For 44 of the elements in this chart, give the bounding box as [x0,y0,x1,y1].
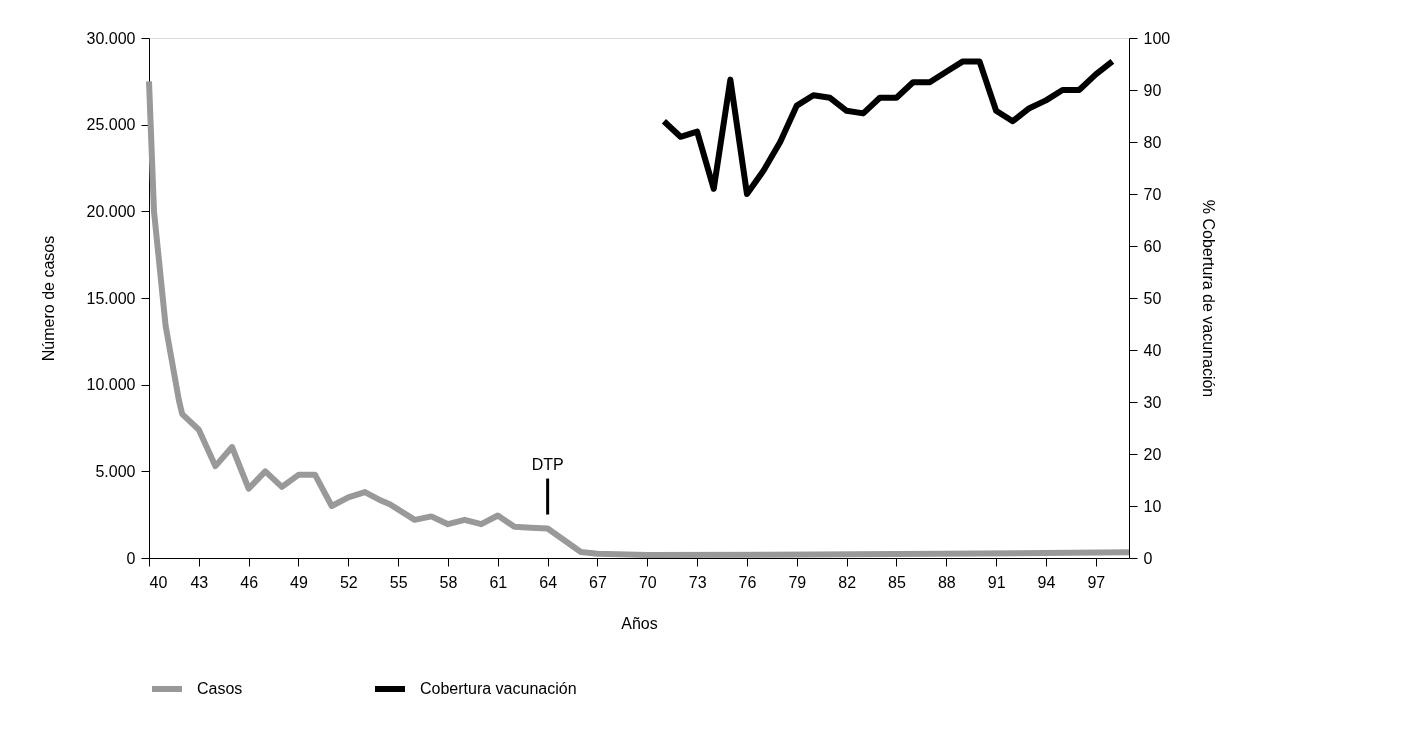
x-tick-label: 91 [987,573,1006,591]
y-tick-label: 10.000 [86,376,136,394]
y2-tick-label: 40 [1143,341,1162,359]
x-tick-label: 40 [149,573,168,591]
x-tick-label: 67 [589,573,607,591]
x-tick-label: 82 [838,573,857,591]
x-tick-label: 58 [439,573,458,591]
x-tick-label: 43 [190,573,209,591]
x-tick-label: 52 [339,573,358,591]
y2-tick-label: 60 [1143,237,1162,255]
y2-tick-label: 90 [1143,81,1162,99]
y-tick-label: 5.000 [95,462,136,480]
y2-tick-label: 80 [1143,133,1162,151]
y-tick-label: 20.000 [86,202,136,220]
y-tick-label: 25.000 [86,116,136,134]
x-tick-label: 70 [638,573,657,591]
annotation: DTP [531,455,564,473]
x-tick-label: 64 [539,573,558,591]
x-axis-title: Años [621,614,658,632]
y2-tick-label: 100 [1143,29,1171,47]
x-tick-label: 85 [888,573,906,591]
y-tick-label: 0 [126,549,136,567]
x-tick-label: 79 [788,573,807,591]
x-tick-label: 73 [688,573,707,591]
y-axis-title: Número de casos [39,235,57,362]
y2-tick-label: 20 [1143,445,1162,463]
y-tick-label: 15.000 [86,289,136,307]
x-tick-label: 76 [738,573,757,591]
y2-tick-label: 70 [1143,185,1162,203]
y-tick-label: 30.000 [86,29,136,47]
x-tick-label: 49 [290,573,308,591]
y2-axis-title: % Cobertura de vacunación [1200,199,1218,398]
y2-tick-label: 0 [1143,549,1153,567]
x-tick-label: 94 [1037,573,1056,591]
x-tick-label: 46 [240,573,259,591]
x-tick-label: 97 [1087,573,1106,591]
x-tick-label: 88 [937,573,956,591]
y2-tick-label: 10 [1143,497,1162,515]
legend-label: Cobertura vacunación [420,680,577,697]
legend-label: Casos [197,680,243,697]
y2-tick-label: 50 [1143,289,1162,307]
x-tick-label: 55 [389,573,408,591]
x-tick-label: 61 [489,573,508,591]
y2-tick-label: 30 [1143,393,1162,411]
